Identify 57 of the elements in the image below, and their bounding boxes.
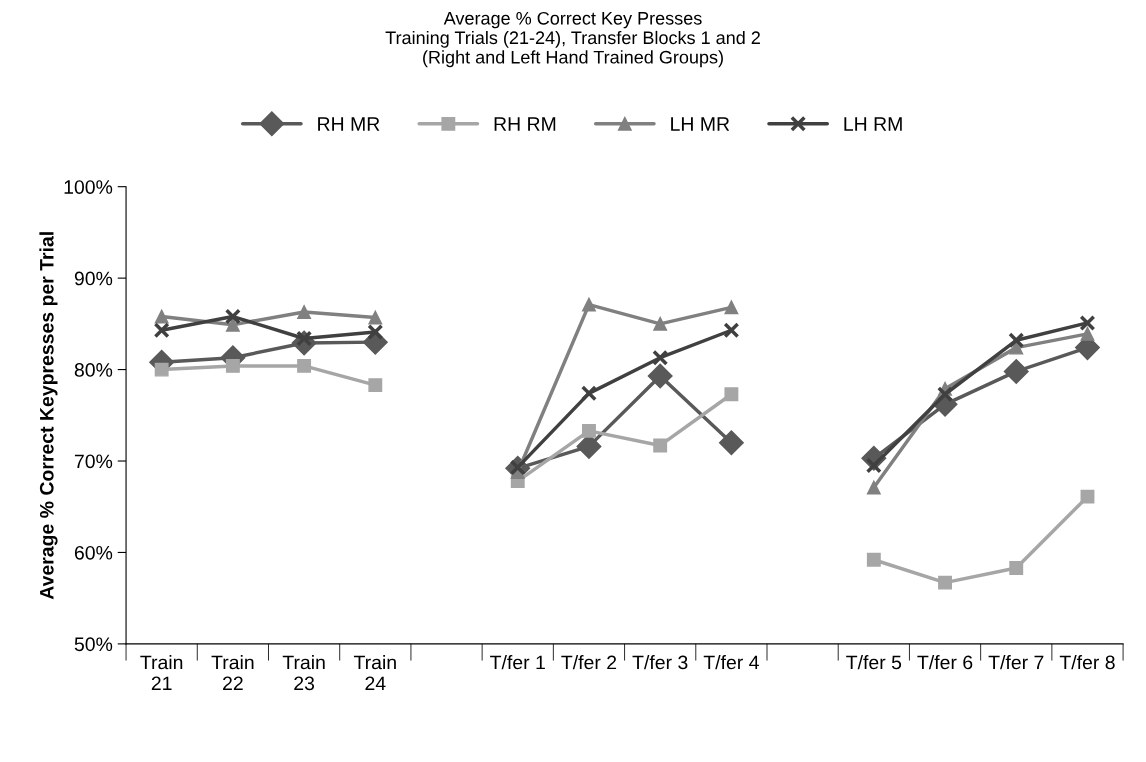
point (367, 324, 384, 341)
point (154, 309, 169, 324)
x-tick-label: T/fer 5 (846, 655, 902, 670)
x-tick-label: T/fer 4 (703, 655, 759, 670)
x-tick-label: T/fer 2 (561, 655, 617, 670)
x-tick-label: T/fer 6 (917, 655, 973, 670)
point (1003, 358, 1029, 384)
point (938, 575, 952, 590)
point (153, 322, 170, 339)
point (582, 297, 596, 312)
x-tick-label: T/fer 7 (988, 655, 1044, 670)
point (582, 423, 596, 438)
y-axis-title: Average % Correct Keypresses per Trial (39, 232, 58, 600)
point (1009, 340, 1024, 355)
y-tick-label: 60% (74, 545, 113, 560)
point (224, 308, 241, 325)
point (724, 387, 739, 402)
point (154, 362, 169, 377)
point (652, 349, 669, 366)
point (1080, 489, 1095, 504)
point (225, 317, 240, 332)
y-tick-label: 100% (64, 180, 113, 194)
y-tick-label: 80% (74, 363, 113, 377)
point (653, 438, 668, 453)
point (368, 378, 383, 393)
point (297, 358, 312, 373)
legend-label: LH MR (671, 117, 730, 131)
legend-label: RH RM (494, 117, 556, 131)
chart-title: Average % Correct Key Presses Training Trials (21-24), Transfer Blocks 1 and 2 (Right and Left Hand Trained Groups) (385, 11, 760, 68)
x-tick-label: T/fer 1 (490, 655, 545, 670)
point (225, 358, 240, 373)
point (368, 310, 383, 325)
x-tick-label: T/fer 3 (632, 655, 688, 670)
point (724, 300, 739, 315)
point (297, 305, 312, 319)
point (647, 363, 673, 389)
point (580, 385, 597, 402)
y-tick-label: 70% (74, 454, 113, 469)
legend-label: LH RM (844, 117, 902, 131)
point (723, 322, 740, 339)
x-tick-label: Train 24 (353, 655, 396, 691)
point (1008, 332, 1025, 349)
point (866, 552, 881, 567)
x-tick-label: Train 23 (282, 655, 325, 691)
point (1080, 326, 1095, 341)
x-tick-label: Train 21 (140, 655, 183, 691)
point (866, 480, 881, 495)
x-tick-label: Train 22 (211, 655, 254, 691)
point (1079, 314, 1096, 331)
point (937, 386, 954, 403)
y-tick-label: 90% (74, 271, 113, 286)
legend-label: RH MR (318, 117, 380, 131)
x-tick-label: T/fer 8 (1059, 655, 1115, 670)
y-tick-label: 50% (74, 637, 113, 652)
point (718, 430, 744, 456)
point (653, 316, 668, 331)
point (1009, 561, 1024, 575)
